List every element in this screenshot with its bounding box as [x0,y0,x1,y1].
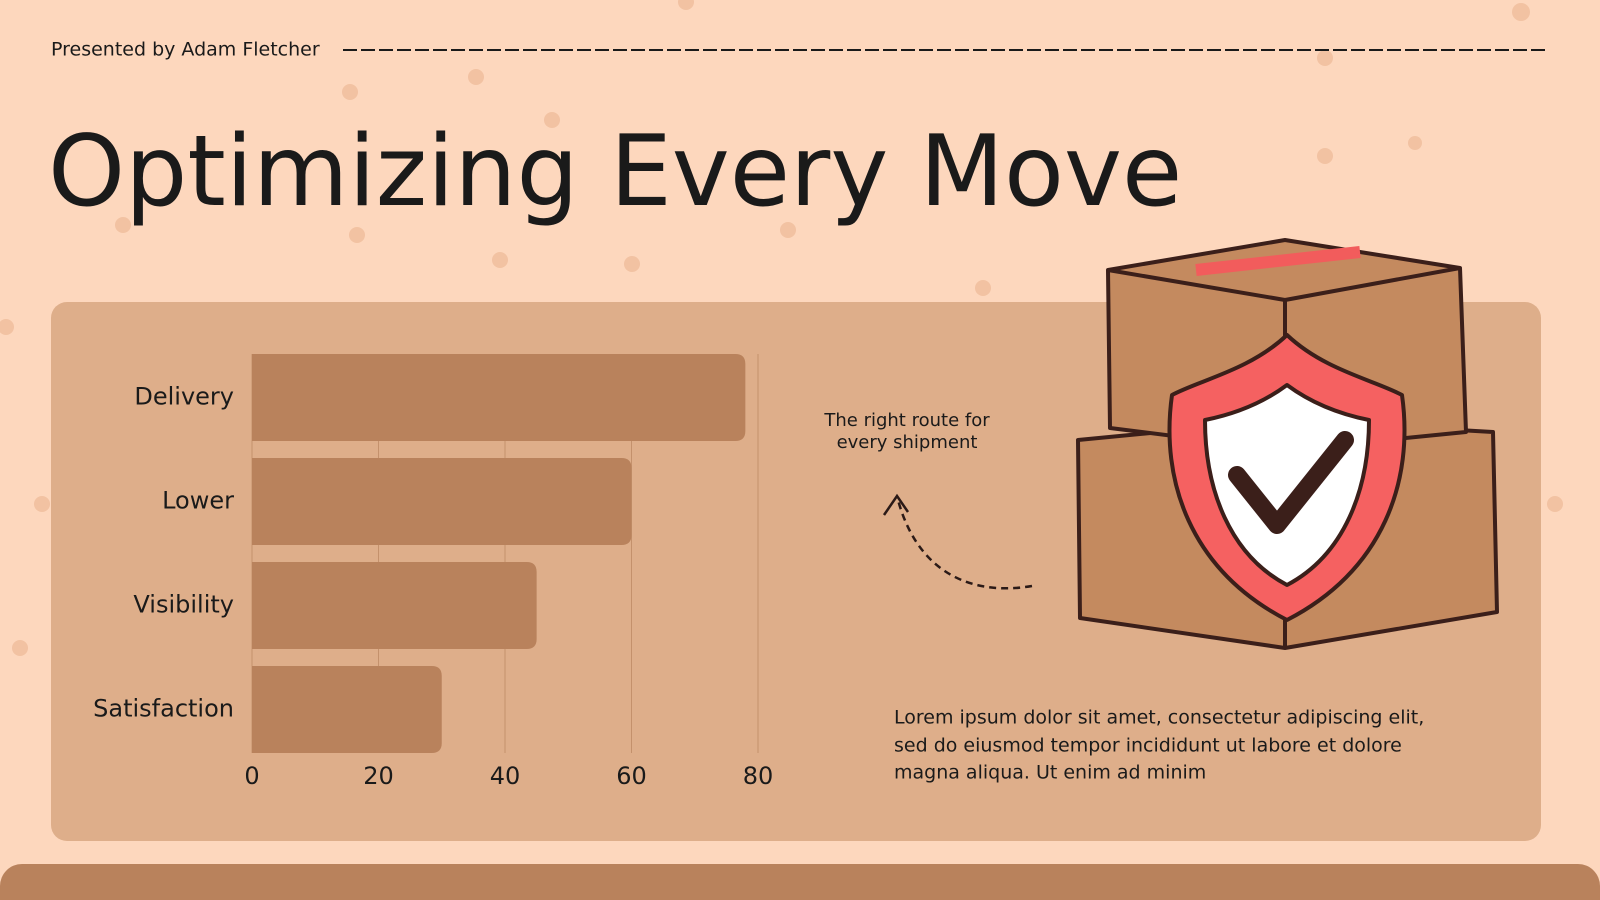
note-line: The right route for [823,410,990,431]
body-line: Lorem ipsum dolor sit amet, consectetur … [894,707,1424,729]
bar-chart: 0 20 40 60 80 Delivery Lower Visibility Satisfac… [93,354,773,790]
note-line: every shipment [837,432,978,453]
y-tick-label: Lower [162,487,234,515]
x-tick-label: 40 [490,762,521,790]
y-tick-label: Satisfaction [93,695,234,723]
slide-title: Optimizing Every Move [48,115,1182,229]
dots [0,0,1563,656]
x-tick-label: 0 [244,762,259,790]
x-tick-label: 20 [363,762,394,790]
bar [252,666,442,753]
x-tick-label: 60 [616,762,647,790]
y-tick-label: Delivery [134,383,234,411]
bar [252,354,746,441]
body-line: sed do eiusmod tempor incididunt ut labo… [894,735,1402,757]
arrow-head [882,493,910,516]
bar [252,562,537,649]
body-line: magna aliqua. Ut enim ad minim [894,762,1206,784]
footer-band [0,864,1600,900]
x-tick-label: 80 [743,762,774,790]
bar [252,458,632,545]
box-illustration [1076,238,1499,650]
y-tick-label: Visibility [133,591,234,619]
presenter: Presented by Adam Fletcher [51,39,320,61]
arrow [896,499,1033,590]
